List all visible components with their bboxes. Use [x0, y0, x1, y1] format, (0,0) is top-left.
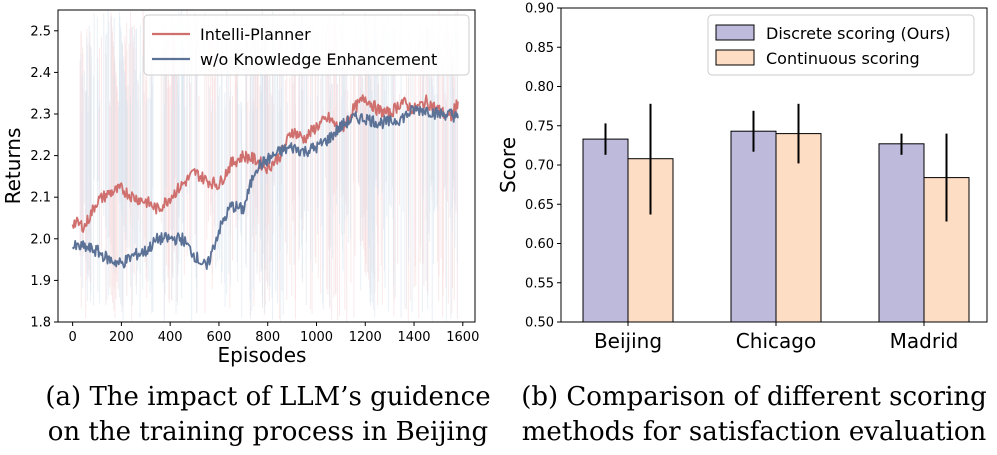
bar-group: [582, 103, 970, 323]
y-tick-label: 0.80: [525, 80, 554, 95]
y-tick-label: 2.3: [30, 108, 51, 123]
x-tick-label: 1600: [446, 330, 479, 345]
caption-a-line-1: (a) The impact of LLM’s guidence: [45, 382, 490, 412]
y-tick-label: 0.75: [525, 119, 554, 134]
panel-b: 0.50 0.55 0.60 0.65 0.70 0.75 0.80 0.85 0.90 Bei…: [496, 2, 988, 447]
y-tick-label: 1.8: [30, 316, 51, 331]
legend-b: Discrete scoring (Ours) Continuous scori…: [707, 14, 975, 76]
x-tick-label: 0: [68, 330, 76, 345]
category-label-beijing: Beijing: [594, 329, 662, 353]
x-tick-label: 1200: [349, 330, 382, 345]
legend-label-continuous: Continuous scoring: [766, 49, 920, 68]
y-axis-label: Score: [496, 137, 520, 193]
y-tick-label: 0.85: [525, 41, 554, 56]
y-tick-label: 0.70: [525, 159, 554, 174]
legend-label-intelli-planner: Intelli-Planner: [200, 25, 311, 44]
x-tick-label: 1400: [397, 330, 430, 345]
y-axis-ticks: 0.50 0.55 0.60 0.65 0.70 0.75 0.80 0.85 0.90: [525, 2, 561, 331]
legend-label-discrete: Discrete scoring (Ours): [766, 24, 951, 43]
y-axis-ticks: 1.8 1.9 2.0 2.1 2.2 2.3 2.4 2.5: [30, 24, 58, 331]
y-tick-label: 1.9: [30, 274, 51, 289]
y-tick-label: 2.1: [30, 191, 51, 206]
y-tick-label: 2.5: [30, 24, 51, 39]
x-tick-label: 600: [207, 330, 232, 345]
y-tick-label: 0.55: [525, 276, 554, 291]
bar-beijing-discrete: [582, 138, 629, 323]
x-tick-label: 1000: [300, 330, 333, 345]
bar-madrid-discrete: [878, 143, 925, 323]
y-tick-label: 0.60: [525, 237, 554, 252]
category-label-madrid: Madrid: [890, 329, 959, 353]
legend-b-frame: [707, 14, 975, 76]
caption-b-line-1: (b) Comparison of different scoring: [521, 382, 987, 412]
legend-a: Intelli-Planner w/o Knowledge Enhancemen…: [143, 14, 470, 76]
legend-swatch-discrete: [715, 24, 755, 41]
line-series-group: [71, 94, 459, 271]
category-label-chicago: Chicago: [736, 329, 816, 353]
x-tick-label: 800: [255, 330, 280, 345]
y-tick-label: 0.65: [525, 198, 554, 213]
x-tick-label: 400: [158, 330, 183, 345]
y-tick-label: 0.50: [525, 316, 554, 331]
plot-a-frame: [57, 9, 476, 323]
y-axis-label: Returns: [1, 128, 25, 205]
panel-a: 0 200 400 600 800 1000 1200 1400 1600 1.8 1.9 2.0 2…: [1, 9, 491, 447]
caption-b-line-2: methods for satisfaction evaluation: [522, 417, 987, 447]
y-tick-label: 0.90: [525, 2, 554, 17]
y-tick-label: 2.4: [30, 66, 51, 81]
legend-label-wo-knowledge: w/o Knowledge Enhancement: [200, 50, 437, 69]
y-tick-label: 2.2: [30, 149, 51, 164]
x-axis-ticks: 0 200 400 600 800 1000 1200 1400 1600: [68, 322, 479, 345]
legend-swatch-continuous: [715, 49, 755, 66]
y-tick-label: 2.0: [30, 232, 51, 247]
caption-a-line-2: on the training process in Beijing: [48, 417, 488, 447]
bar-chicago-discrete: [730, 130, 777, 323]
x-tick-label: 200: [109, 330, 134, 345]
legend-a-frame: [143, 14, 470, 76]
bar-chicago-continuous: [775, 133, 822, 323]
line-series-wo-knowledge-enhancement: [71, 105, 459, 271]
x-axis-categories: Beijing Chicago Madrid: [594, 322, 958, 353]
x-axis-label: Episodes: [218, 343, 307, 367]
